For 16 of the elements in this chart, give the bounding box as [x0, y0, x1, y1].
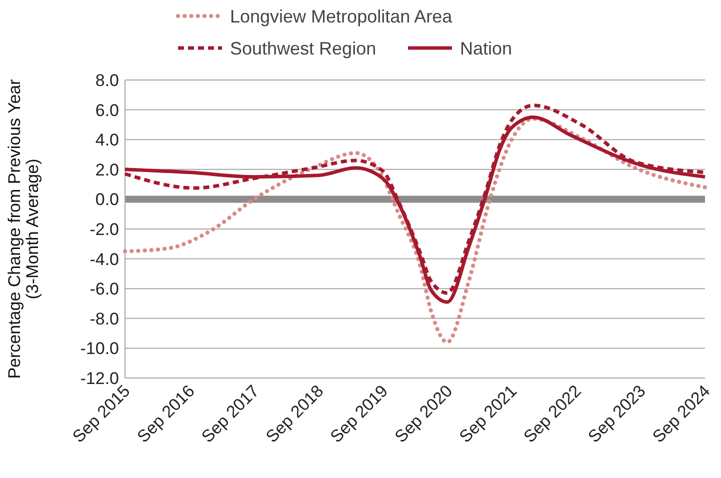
y-tick-label: -2.0: [90, 220, 119, 239]
y-tick-label: -4.0: [90, 250, 119, 269]
y-tick-label: 8.0: [95, 70, 119, 90]
y-tick-label: 0.0: [95, 190, 119, 210]
y-tick-label: -6.0: [90, 280, 119, 299]
y-tick-label: -10.0: [80, 339, 119, 358]
y-tick-label: -8.0: [90, 309, 119, 328]
y-tick-label: 6.0: [95, 100, 119, 120]
legend-label: Nation: [460, 38, 512, 58]
legend-label: Longview Metropolitan Area: [230, 6, 454, 26]
legend-label: Southwest Region: [230, 38, 376, 58]
y-tick-label: 4.0: [95, 130, 119, 150]
y-axis-title: Percentage Change from Previous Year (3-Month Average): [5, 78, 42, 379]
line-series: [123, 116, 707, 344]
y-tick-label: -12.0: [80, 368, 119, 388]
y-tick-label: 2.0: [95, 160, 119, 180]
